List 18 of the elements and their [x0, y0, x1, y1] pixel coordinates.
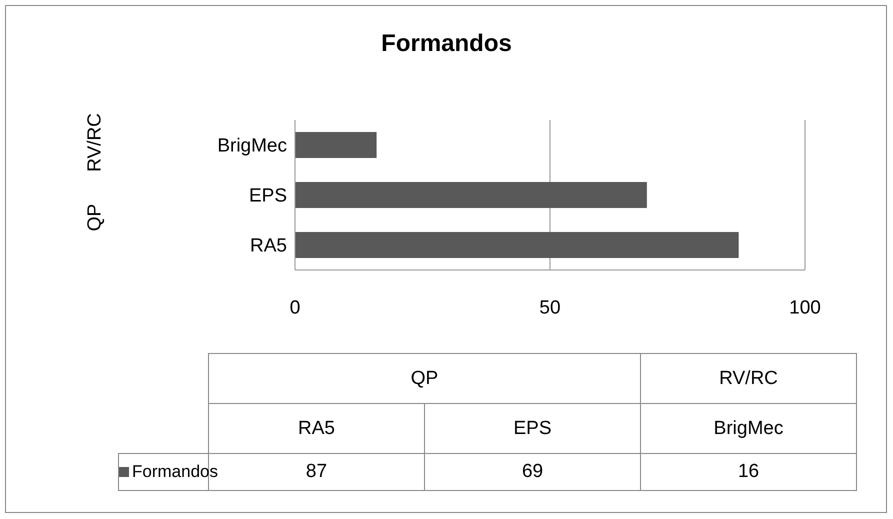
y-tick-label: EPS	[248, 186, 287, 207]
x-tick-label: 100	[789, 297, 821, 318]
y-tick-label: RA5	[250, 236, 287, 257]
category-label: BrigMec	[714, 418, 784, 438]
x-tick-label: 50	[539, 297, 561, 318]
x-tick-label: 0	[290, 297, 300, 318]
category-label: RA5	[298, 418, 335, 438]
text: QP	[84, 204, 106, 232]
text: 16	[738, 461, 760, 482]
category-label: EPS	[513, 418, 552, 438]
text: RV/RC	[84, 113, 106, 172]
text: 87	[306, 461, 328, 482]
legend-label: Formandos	[131, 461, 218, 483]
text: RV/RC	[640, 354, 857, 404]
y-tick-label: BrigMec	[217, 136, 287, 157]
text: 69	[522, 461, 544, 482]
text: QP	[208, 354, 641, 404]
chart-title: Formandos	[380, 30, 513, 58]
